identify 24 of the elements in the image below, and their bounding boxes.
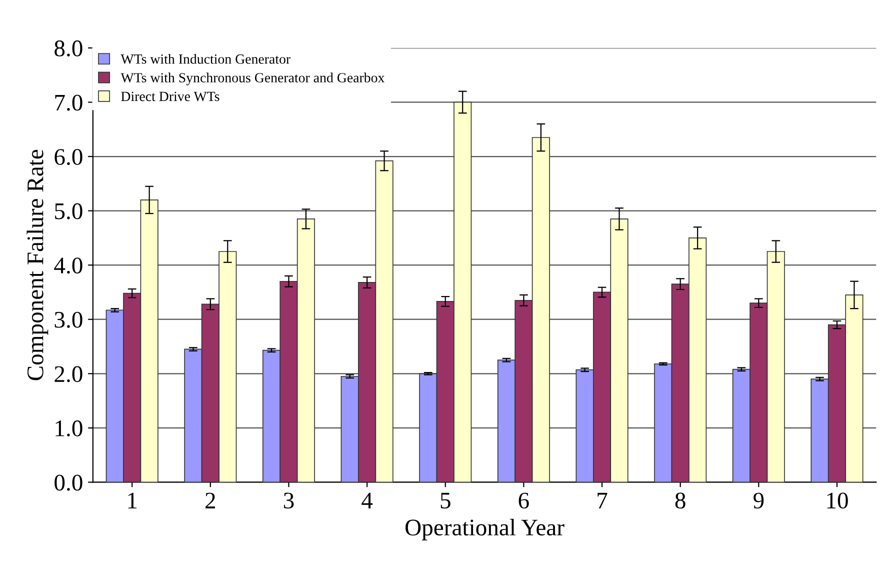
- x-tick-label: 8: [675, 492, 686, 509]
- x-tick-label: 9: [754, 492, 764, 509]
- y-tick-label: 1.0: [56, 420, 82, 436]
- x-tick-label: 1: [128, 492, 137, 508]
- x-tick-label: 4: [362, 492, 373, 508]
- legend-label: WTs with Induction Generator: [120, 54, 290, 64]
- y-tick-label: 5.0: [55, 203, 82, 220]
- y-tick-label: 7.0: [55, 94, 82, 111]
- y-tick-label: 3.0: [54, 312, 82, 328]
- y-tick-label: 8.0: [54, 40, 82, 56]
- x-tick-label: 3: [284, 492, 294, 509]
- y-tick-label: 4.0: [54, 258, 82, 274]
- y-tick-label: 0.0: [54, 474, 82, 491]
- x-tick-label: 5: [440, 492, 450, 509]
- legend-label: Direct Drive WTs: [121, 92, 220, 102]
- x-tick-label: 10: [827, 492, 848, 509]
- y-tick-label: 2.0: [54, 366, 82, 382]
- legend-label: WTs with Synchronous Generator and Gearbox: [120, 72, 385, 86]
- x-axis-title: Operational Year: [406, 518, 564, 540]
- x-tick-label: 7: [598, 492, 608, 508]
- x-tick-label: 2: [206, 492, 216, 508]
- y-tick-label: 6.0: [54, 149, 82, 166]
- x-tick-label: 6: [518, 492, 529, 509]
- y-axis-title: Component Failure Rate: [26, 150, 48, 380]
